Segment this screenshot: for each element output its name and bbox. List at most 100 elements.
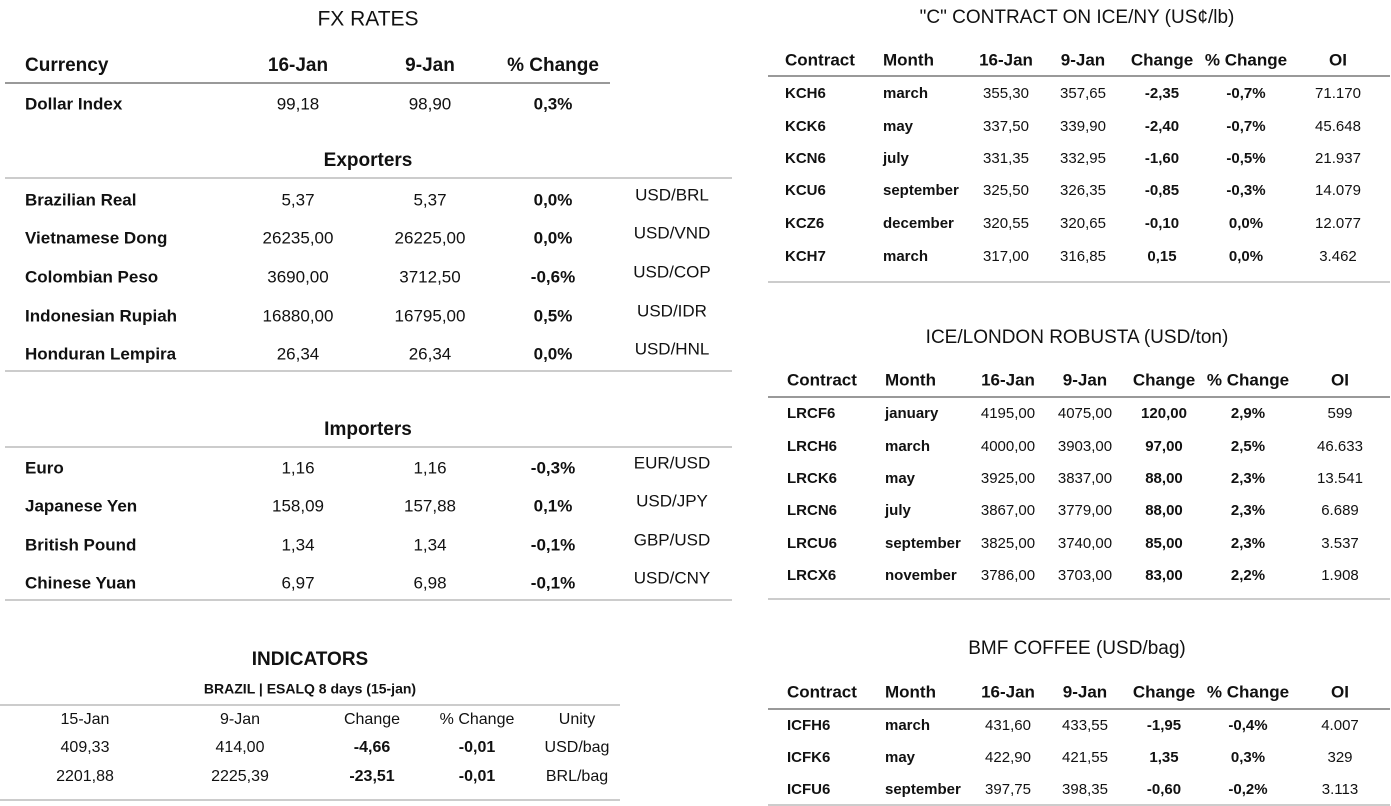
cell: 14.079 (1315, 182, 1361, 199)
cell: 3.113 (1322, 781, 1358, 798)
cell: july (884, 502, 911, 519)
column-header: Month (885, 682, 936, 701)
cell: 0,0% (534, 190, 573, 209)
cell: 1,16 (413, 458, 446, 477)
cell: 421,55 (1062, 749, 1108, 766)
cell: 332,95 (1060, 150, 1106, 167)
cell: Brazilian Real (25, 190, 137, 209)
cell: ICFH6 (787, 717, 830, 734)
cell: 120,00 (1141, 405, 1187, 422)
cell: 337,50 (983, 118, 1029, 135)
cell: KCH7 (785, 248, 826, 265)
cell: 3779,00 (1058, 502, 1112, 519)
cell: -2,40 (1145, 118, 1179, 135)
cell: 4.007 (1321, 717, 1359, 734)
cell: january (884, 405, 939, 422)
cell: 158,09 (272, 496, 324, 515)
cell: USD/JPY (636, 491, 708, 510)
cell: Dollar Index (25, 94, 123, 113)
cell: 1,34 (413, 535, 446, 554)
cell: 0,0% (534, 228, 573, 247)
section-title: "C" CONTRACT ON ICE/NY (US¢/lb) (920, 7, 1235, 28)
cell: may (885, 749, 916, 766)
cell: 88,00 (1145, 470, 1183, 487)
cell: may (885, 470, 916, 487)
cell: ICFU6 (787, 781, 830, 798)
column-header: Change (1133, 370, 1195, 389)
cell: -4,66 (354, 739, 391, 756)
cell: Chinese Yuan (25, 573, 136, 592)
cell: 13.541 (1317, 470, 1363, 487)
cell: -1,60 (1145, 150, 1179, 167)
column-header: OI (1329, 50, 1347, 69)
cell: 320,55 (983, 215, 1029, 232)
column-header: Change (1133, 682, 1195, 701)
subtitle: BRAZIL | ESALQ 8 days (15-jan) (204, 681, 416, 697)
cell: 21.937 (1315, 150, 1361, 167)
cell: 0,1% (534, 496, 573, 515)
cell: 2,5% (1231, 438, 1265, 455)
cell: 97,00 (1145, 438, 1183, 455)
column-header: 16-Jan (979, 50, 1033, 69)
cell: USD/IDR (637, 301, 707, 320)
column-header: % Change (507, 55, 599, 76)
cell: -0,6% (531, 267, 575, 286)
cell: 26,34 (409, 344, 452, 363)
column-header: 16-Jan (981, 682, 1035, 701)
column-header: Contract (787, 682, 857, 701)
cell: 2201,88 (56, 768, 114, 785)
cell: july (882, 150, 909, 167)
section-title: FX RATES (317, 8, 418, 31)
cell: 3740,00 (1058, 535, 1112, 552)
cell: KCN6 (785, 150, 826, 167)
cell: 422,90 (985, 749, 1031, 766)
column-header: 16-Jan (981, 370, 1035, 389)
cell: 320,65 (1060, 215, 1106, 232)
cell: USD/BRL (635, 185, 709, 204)
cell: 431,60 (985, 717, 1031, 734)
cell: 4195,00 (981, 405, 1035, 422)
cell: 331,35 (983, 150, 1029, 167)
cell: LRCN6 (787, 502, 837, 519)
cell: 16880,00 (263, 306, 334, 325)
cell: 6,98 (413, 573, 446, 592)
column-header: % Change (1207, 682, 1289, 701)
section-title: ICE/LONDON ROBUSTA (USD/ton) (926, 327, 1229, 348)
cell: 355,30 (983, 85, 1029, 102)
cell: Japanese Yen (25, 496, 137, 515)
cell: 3.537 (1321, 535, 1359, 552)
cell: -0,60 (1147, 781, 1181, 798)
cell: 2,3% (1231, 502, 1265, 519)
cell: 5,37 (281, 190, 314, 209)
cell: 357,65 (1060, 85, 1106, 102)
cell: 2,9% (1231, 405, 1265, 422)
cell: 6.689 (1321, 502, 1359, 519)
cell: 3703,00 (1058, 567, 1112, 584)
column-header: 9-Jan (1061, 50, 1105, 69)
cell: 397,75 (985, 781, 1031, 798)
cell: march (885, 717, 930, 734)
cell: 26,34 (277, 344, 320, 363)
cell: KCZ6 (785, 215, 824, 232)
column-header: Change (1131, 50, 1193, 69)
cell: 316,85 (1060, 248, 1106, 265)
cell: 339,90 (1060, 118, 1106, 135)
cell: september (885, 781, 961, 798)
cell: -0,3% (1226, 182, 1265, 199)
column-header: 9-Jan (405, 55, 455, 76)
cell: Honduran Lempira (25, 344, 177, 363)
cell: 2225,39 (211, 768, 269, 785)
cell: -23,51 (349, 768, 394, 785)
cell: -0,3% (531, 458, 575, 477)
group-title: Importers (324, 419, 412, 440)
cell: 46.633 (1317, 438, 1363, 455)
cell: USD/bag (545, 739, 610, 756)
cell: 2,3% (1231, 535, 1265, 552)
cell: 398,35 (1062, 781, 1108, 798)
cell: 3.462 (1319, 248, 1357, 265)
cell: 1,16 (281, 458, 314, 477)
cell: 3712,50 (399, 267, 460, 286)
cell: 3690,00 (267, 267, 328, 286)
cell: 2,2% (1231, 567, 1265, 584)
